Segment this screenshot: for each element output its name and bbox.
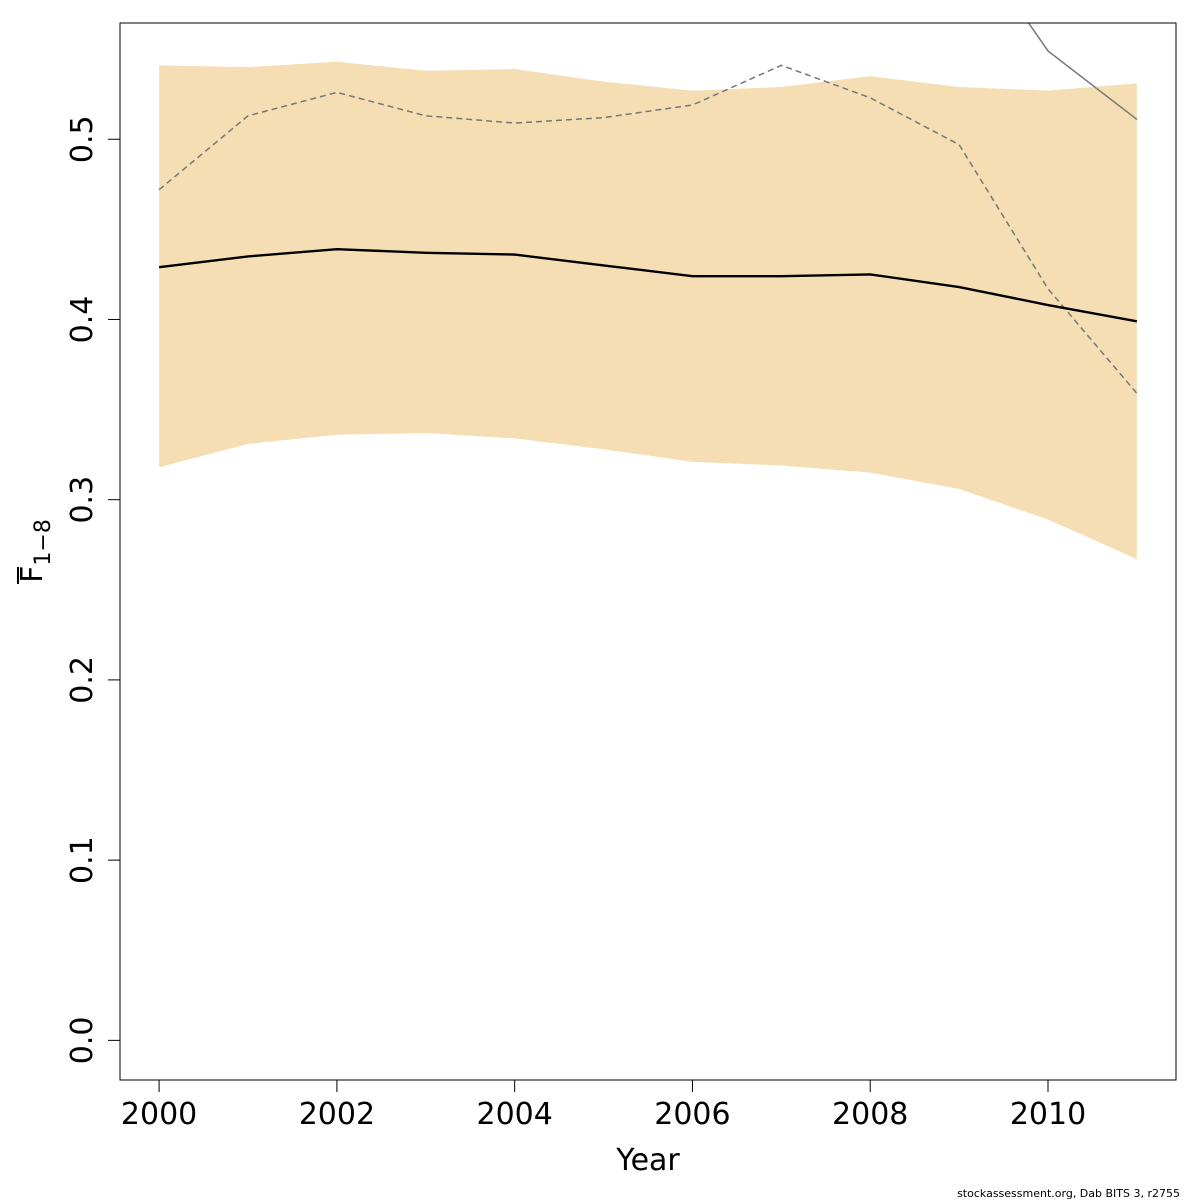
y-tick-label: 0.3	[65, 476, 100, 524]
x-axis-title: Year	[615, 1143, 680, 1178]
svg-text:F1−8: F1−8	[15, 519, 56, 583]
plot-area	[158, 23, 1138, 560]
y-tick-label: 0.2	[65, 656, 100, 704]
y-axis: 0.0 0.1 0.2 0.3 0.4 0.5	[65, 115, 121, 1064]
series-line-0	[158, 247, 1138, 323]
y-axis-title-main: F	[15, 566, 50, 583]
series-line-1	[158, 64, 1138, 394]
x-tick-label: 2002	[299, 1097, 375, 1132]
series-line-2	[1027, 23, 1138, 121]
x-tick-label: 2006	[654, 1097, 730, 1132]
y-tick-label: 0.4	[65, 296, 100, 344]
confidence-band	[159, 61, 1137, 560]
x-tick-label: 2010	[1010, 1097, 1086, 1132]
x-tick-label: 2004	[476, 1097, 552, 1132]
y-tick-label: 0.0	[65, 1016, 100, 1064]
footer-note: stockassessment.org, Dab BITS 3, r2755	[957, 1187, 1180, 1200]
x-tick-label: 2008	[832, 1097, 908, 1132]
y-tick-label: 0.5	[65, 115, 100, 163]
x-tick-label: 2000	[121, 1097, 197, 1132]
x-axis: 2000 2002 2004 2006 2008 2010	[121, 1079, 1086, 1132]
y-axis-title-sub: 1−8	[31, 519, 56, 565]
y-axis-title: F1−8	[15, 519, 56, 584]
y-tick-label: 0.1	[65, 836, 100, 884]
